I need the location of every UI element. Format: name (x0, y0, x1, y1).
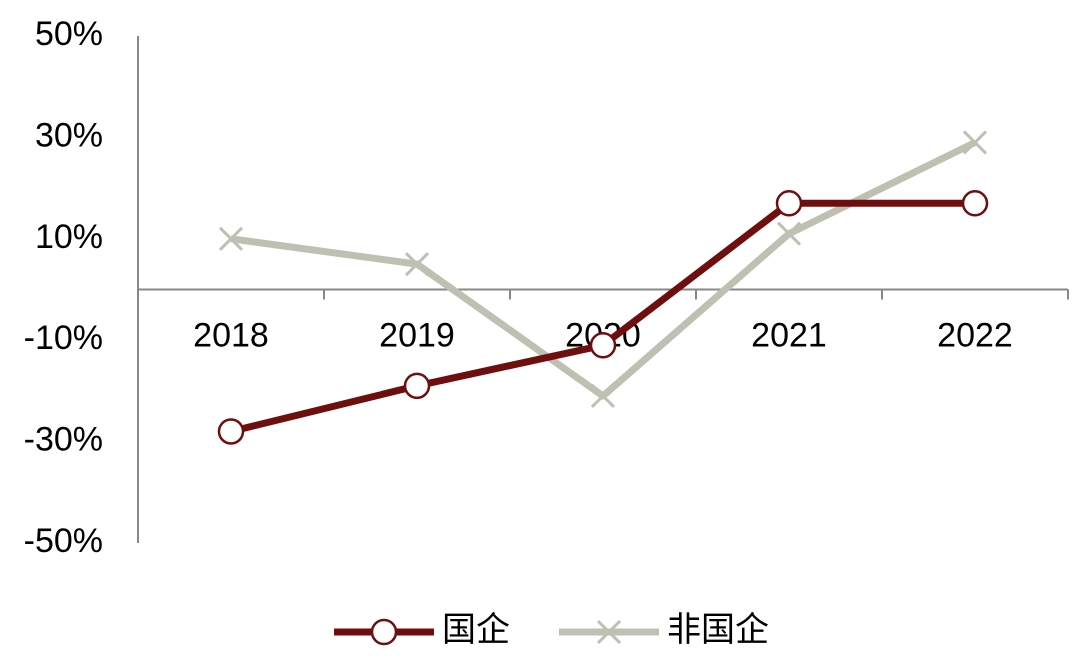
marker (217, 418, 245, 445)
marker (776, 221, 802, 246)
x-tick-label: 2018 (193, 316, 269, 354)
legend-label: 非国企 (667, 611, 769, 649)
y-tick-label: 30% (35, 116, 103, 154)
x-tick-label: 2021 (751, 316, 827, 354)
y-tick-label: 10% (35, 218, 103, 256)
marker (775, 190, 803, 217)
x-tick-label: 2019 (379, 316, 455, 354)
marker (590, 383, 616, 409)
marker (218, 226, 244, 251)
marker (962, 130, 988, 155)
y-tick-label: 50% (35, 15, 103, 53)
y-tick-label: -10% (24, 319, 103, 357)
marker (403, 372, 431, 400)
marker (404, 252, 430, 277)
marker (596, 619, 622, 645)
y-tick-label: -30% (24, 421, 103, 459)
x-tick-label: 2022 (937, 316, 1013, 354)
legend-label: 国企 (442, 611, 510, 649)
marker (370, 618, 398, 646)
y-tick-label: -50% (24, 522, 103, 560)
marker (961, 190, 989, 217)
marker (589, 332, 617, 359)
